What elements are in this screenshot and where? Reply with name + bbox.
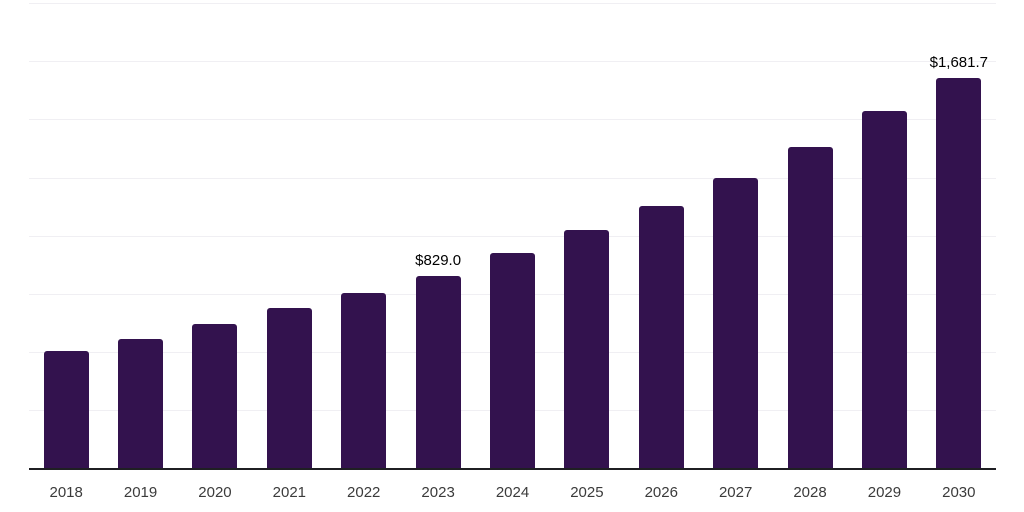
bar-2026 (638, 205, 684, 469)
x-axis-tick-label: 2024 (495, 484, 530, 501)
x-axis-tick-label: 2028 (793, 484, 827, 501)
bar-value-label-2030: $1,681.7 (929, 53, 988, 71)
gridline (29, 235, 996, 237)
bar-value-label-2023: $829.0 (415, 252, 462, 270)
x-axis-tick-label: 2026 (644, 484, 678, 501)
x-axis-line (29, 468, 996, 470)
x-axis-tick-label: 2021 (272, 484, 307, 501)
bar-2029 (861, 111, 907, 469)
gridline (29, 119, 996, 121)
x-axis-tick-label: 2023 (421, 484, 455, 501)
x-axis-tick-label: 2018 (49, 484, 83, 501)
gridline (29, 61, 996, 63)
x-axis-tick-label: 2030 (942, 484, 976, 501)
bar-2020 (192, 323, 238, 469)
bar-2019 (118, 338, 164, 469)
x-axis-tick-label: 2025 (570, 484, 604, 501)
x-axis-tick-label: 2020 (198, 484, 232, 501)
bar-2024 (490, 253, 535, 469)
bar-2025 (564, 229, 610, 469)
bar-2027 (713, 177, 759, 469)
gridline (29, 177, 996, 179)
bar-2030 (936, 77, 982, 469)
bar-2018 (43, 350, 89, 469)
bar-2022 (341, 292, 387, 469)
x-axis-tick-label: 2019 (123, 484, 158, 501)
gridline (29, 3, 996, 4)
x-axis-tick-label: 2022 (347, 484, 381, 501)
bar-2021 (266, 307, 312, 469)
x-axis-tick-label: 2029 (867, 484, 902, 501)
x-axis-tick-label: 2027 (718, 484, 753, 501)
bar-2023 (415, 276, 461, 469)
bar-2028 (787, 147, 833, 469)
